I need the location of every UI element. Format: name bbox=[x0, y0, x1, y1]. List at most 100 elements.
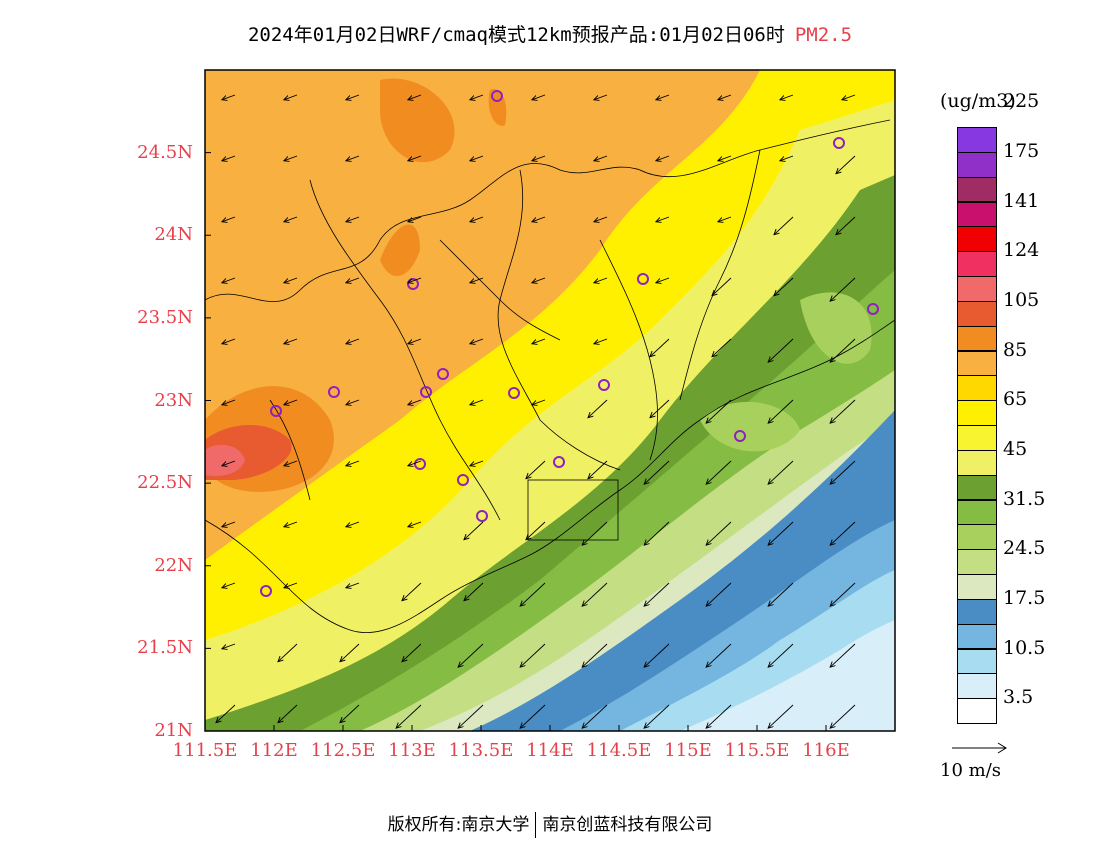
lon-label: 112.5E bbox=[310, 740, 376, 761]
wind-vector bbox=[284, 216, 298, 222]
colorbar-segment bbox=[957, 623, 997, 650]
wind-vector bbox=[520, 643, 546, 667]
station-marker bbox=[414, 458, 426, 470]
footer-right: 南京创蓝科技有限公司 bbox=[542, 815, 713, 835]
wind-vector bbox=[464, 582, 484, 601]
copyright-footer: 版权所有:南京大学 南京创蓝科技有限公司 bbox=[0, 810, 1100, 838]
wind-vector bbox=[594, 155, 608, 161]
colorbar-segment bbox=[957, 524, 997, 551]
wind-vector bbox=[346, 460, 360, 466]
wind-vector bbox=[768, 338, 794, 362]
colorbar-unit: (ug/m3) bbox=[940, 90, 1016, 112]
wind-vector bbox=[830, 460, 856, 484]
wind-vector bbox=[644, 582, 670, 606]
wind-vector bbox=[346, 338, 360, 344]
colorbar-segment bbox=[957, 350, 997, 377]
wind-vector bbox=[520, 582, 546, 606]
lat-label: 22.5N bbox=[137, 472, 193, 494]
colorbar-segment bbox=[957, 549, 997, 575]
colorbar-segment bbox=[957, 226, 997, 253]
lon-label: 112E bbox=[250, 740, 298, 761]
wind-vector bbox=[656, 216, 670, 222]
wind-vector bbox=[594, 277, 608, 283]
wind-vector bbox=[222, 338, 236, 344]
lat-label: 24.5N bbox=[137, 141, 193, 163]
wind-vector bbox=[768, 643, 794, 667]
title-main: 2024年01月02日WRF/cmaq模式12km预报产品:01月02日06时 bbox=[247, 24, 785, 46]
wind-vector bbox=[830, 277, 856, 301]
colorbar-label: 85 bbox=[1003, 338, 1028, 361]
station-marker bbox=[637, 273, 649, 285]
wind-vector bbox=[830, 521, 856, 545]
wind-vector bbox=[768, 521, 794, 545]
lat-label: 21N bbox=[154, 720, 193, 741]
wind-vector bbox=[464, 521, 484, 540]
wind-vector bbox=[588, 399, 608, 418]
wind-vector bbox=[706, 582, 732, 606]
colorbar-segment bbox=[957, 127, 997, 153]
wind-vector bbox=[768, 704, 794, 728]
colorbar-segment bbox=[957, 325, 997, 352]
wind-vector bbox=[402, 643, 422, 662]
wind-vector bbox=[526, 460, 546, 479]
wind-vector bbox=[284, 338, 298, 344]
colorbar-label: 105 bbox=[1003, 288, 1040, 311]
wind-vector bbox=[284, 277, 298, 283]
wind-vector bbox=[768, 399, 794, 423]
wind-vector bbox=[830, 704, 856, 728]
wind-vector bbox=[278, 704, 298, 723]
colorbar-label: 124 bbox=[1003, 239, 1040, 262]
wind-vector bbox=[520, 704, 546, 728]
wind-vector bbox=[532, 155, 546, 161]
colorbar-label: 3.5 bbox=[1003, 686, 1034, 709]
wind-vector bbox=[830, 582, 856, 606]
colorbar-label: 10.5 bbox=[1003, 636, 1046, 659]
wind-vector bbox=[222, 216, 236, 222]
wind-vectors bbox=[216, 94, 856, 728]
colorbar-segment bbox=[957, 201, 997, 228]
lat-label: 22N bbox=[154, 554, 193, 576]
station-marker bbox=[491, 90, 503, 102]
wind-vector bbox=[656, 94, 670, 100]
station-marker bbox=[553, 456, 565, 468]
wind-vector bbox=[836, 216, 856, 235]
wind-vector bbox=[594, 338, 608, 344]
wind-vector bbox=[346, 521, 360, 527]
wind-vector bbox=[644, 643, 670, 667]
wind-vector bbox=[532, 216, 546, 222]
lat-label: 23N bbox=[154, 389, 193, 411]
wind-vector bbox=[346, 582, 360, 588]
wind-vector bbox=[408, 460, 422, 466]
wind-vector bbox=[532, 277, 546, 283]
wind-vector bbox=[706, 460, 732, 484]
station-marker bbox=[420, 386, 432, 398]
wind-vector bbox=[470, 277, 484, 283]
wind-vector bbox=[284, 94, 298, 100]
colorbar-segment bbox=[957, 151, 997, 178]
colorbar-label: 17.5 bbox=[1003, 586, 1046, 609]
axis-ticks bbox=[204, 152, 827, 732]
wind-vector bbox=[582, 643, 608, 667]
station-marker bbox=[508, 387, 520, 399]
wind-vector bbox=[408, 155, 422, 161]
wind-vector bbox=[836, 155, 856, 174]
lon-label: 114.5E bbox=[586, 740, 652, 761]
lon-label: 111.5E bbox=[172, 740, 238, 761]
wind-vector bbox=[458, 643, 484, 667]
wind-vector bbox=[706, 704, 732, 728]
wind-vector bbox=[216, 704, 236, 723]
wind-vector bbox=[532, 94, 546, 100]
colorbar-label: 225 bbox=[1003, 90, 1040, 113]
colorbar-segment bbox=[957, 648, 997, 675]
colorbar-segment bbox=[957, 449, 997, 476]
wind-vector bbox=[582, 582, 608, 606]
wind-vector bbox=[222, 155, 236, 161]
wind-vector bbox=[842, 94, 856, 100]
wind-vector bbox=[458, 704, 484, 728]
colorbar-segment bbox=[957, 598, 997, 625]
wind-vector bbox=[706, 399, 732, 423]
station-marker bbox=[270, 405, 282, 417]
lat-label: 23.5N bbox=[137, 306, 193, 328]
wind-vector bbox=[470, 399, 484, 405]
